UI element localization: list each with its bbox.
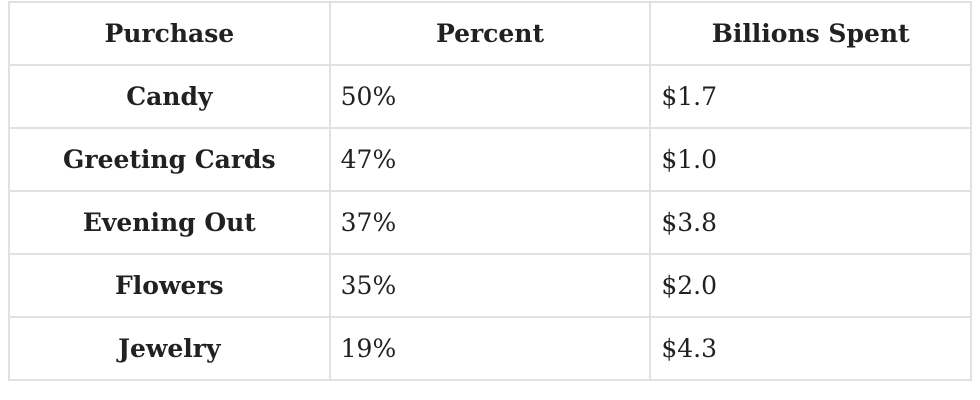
cell-billions-spent: $2.0	[649, 253, 972, 318]
table-row-candy: Candy 50% $1.7	[8, 64, 972, 129]
cell-percent: 35%	[328, 253, 652, 318]
table-row-evening-out: Evening Out 37% $3.8	[8, 190, 972, 255]
cell-purchase: Candy	[8, 64, 331, 129]
table-row-jewelry: Jewelry 19% $4.3	[8, 316, 972, 381]
cell-billions-spent: $4.3	[649, 316, 972, 381]
cell-purchase: Greeting Cards	[8, 127, 331, 192]
column-header-purchase: Purchase	[8, 1, 331, 66]
cell-percent: 47%	[328, 127, 652, 192]
cell-billions-spent: $1.7	[649, 64, 972, 129]
cell-purchase: Jewelry	[8, 316, 331, 381]
cell-billions-spent: $3.8	[649, 190, 972, 255]
column-header-billions-spent: Billions Spent	[649, 1, 972, 66]
column-header-percent: Percent	[328, 1, 652, 66]
purchases-table-container: Purchase Percent Billions Spent Candy 50…	[8, 1, 972, 381]
table-body: Candy 50% $1.7 Greeting Cards 47% $1.0 E…	[8, 64, 972, 381]
purchases-table: Purchase Percent Billions Spent Candy 50…	[8, 1, 972, 381]
cell-percent: 37%	[328, 190, 652, 255]
cell-purchase: Evening Out	[8, 190, 331, 255]
cell-purchase: Flowers	[8, 253, 331, 318]
cell-percent: 19%	[328, 316, 652, 381]
header-row: Purchase Percent Billions Spent	[8, 1, 972, 66]
cell-billions-spent: $1.0	[649, 127, 972, 192]
cell-percent: 50%	[328, 64, 652, 129]
table-row-greeting-cards: Greeting Cards 47% $1.0	[8, 127, 972, 192]
table-row-flowers: Flowers 35% $2.0	[8, 253, 972, 318]
table-header: Purchase Percent Billions Spent	[8, 1, 972, 66]
